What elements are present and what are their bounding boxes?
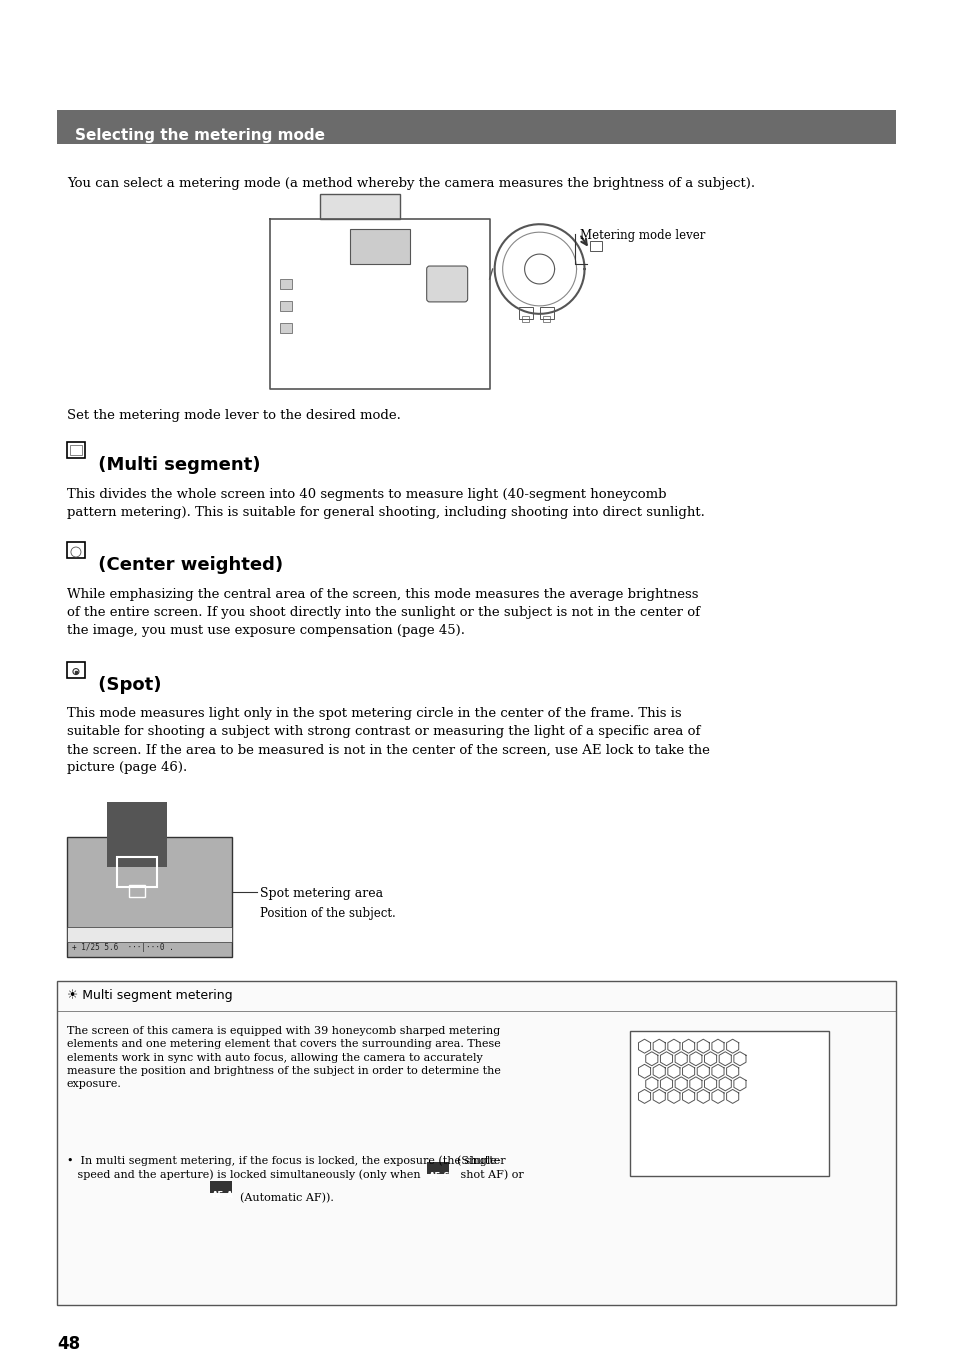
Text: (Automatic AF)).: (Automatic AF)). xyxy=(233,1193,334,1204)
Text: (Multi segment): (Multi segment) xyxy=(91,456,260,475)
Text: •  In multi segment metering, if the focus is locked, the exposure (the shutter
: • In multi segment metering, if the focu… xyxy=(67,1156,505,1181)
Text: AF-S: AF-S xyxy=(428,1171,450,1181)
Bar xyxy=(70,445,82,456)
Text: Spot metering area: Spot metering area xyxy=(259,886,382,900)
Text: Selecting the metering mode: Selecting the metering mode xyxy=(75,128,325,142)
Text: (Spot): (Spot) xyxy=(91,676,161,693)
Bar xyxy=(67,662,85,677)
Bar xyxy=(279,323,292,332)
FancyBboxPatch shape xyxy=(319,194,399,220)
Bar xyxy=(67,541,85,558)
Bar xyxy=(67,442,85,459)
Bar xyxy=(107,802,167,867)
Bar xyxy=(350,229,409,265)
Bar xyxy=(210,1181,232,1193)
Text: + 1/25 5.6  ···|···0 .: + 1/25 5.6 ···|···0 . xyxy=(71,943,173,951)
Bar xyxy=(117,856,156,886)
Bar xyxy=(67,837,232,957)
Bar xyxy=(521,316,528,322)
Text: AF-A: AF-A xyxy=(212,1190,233,1200)
Bar xyxy=(629,1031,828,1175)
Text: (Single-
   shot AF) or: (Single- shot AF) or xyxy=(449,1156,523,1181)
Bar xyxy=(539,307,553,319)
Text: ☀ Multi segment metering: ☀ Multi segment metering xyxy=(67,989,233,1003)
Text: Set the metering mode lever to the desired mode.: Set the metering mode lever to the desir… xyxy=(67,408,400,422)
Text: 48: 48 xyxy=(57,1335,80,1353)
Bar xyxy=(129,885,145,897)
Bar xyxy=(67,927,232,942)
Text: Position of the subject.: Position of the subject. xyxy=(259,906,395,920)
Bar xyxy=(518,307,532,319)
Bar xyxy=(426,1162,448,1174)
Text: You can select a metering mode (a method whereby the camera measures the brightn: You can select a metering mode (a method… xyxy=(67,178,754,190)
Text: The screen of this camera is equipped with 39 honeycomb sharped metering
element: The screen of this camera is equipped wi… xyxy=(67,1026,500,1090)
Text: This divides the whole screen into 40 segments to measure light (40-segment hone: This divides the whole screen into 40 se… xyxy=(67,489,704,520)
Bar xyxy=(542,316,549,322)
Text: While emphasizing the central area of the screen, this mode measures the average: While emphasizing the central area of th… xyxy=(67,588,700,636)
Bar xyxy=(57,981,896,1305)
Bar xyxy=(589,242,601,251)
Bar xyxy=(279,280,292,289)
Text: Metering mode lever: Metering mode lever xyxy=(579,229,704,242)
FancyBboxPatch shape xyxy=(426,266,467,301)
Bar xyxy=(279,301,292,311)
Text: (Center weighted): (Center weighted) xyxy=(91,556,283,574)
Text: This mode measures light only in the spot metering circle in the center of the f: This mode measures light only in the spo… xyxy=(67,707,709,775)
FancyBboxPatch shape xyxy=(57,110,896,144)
